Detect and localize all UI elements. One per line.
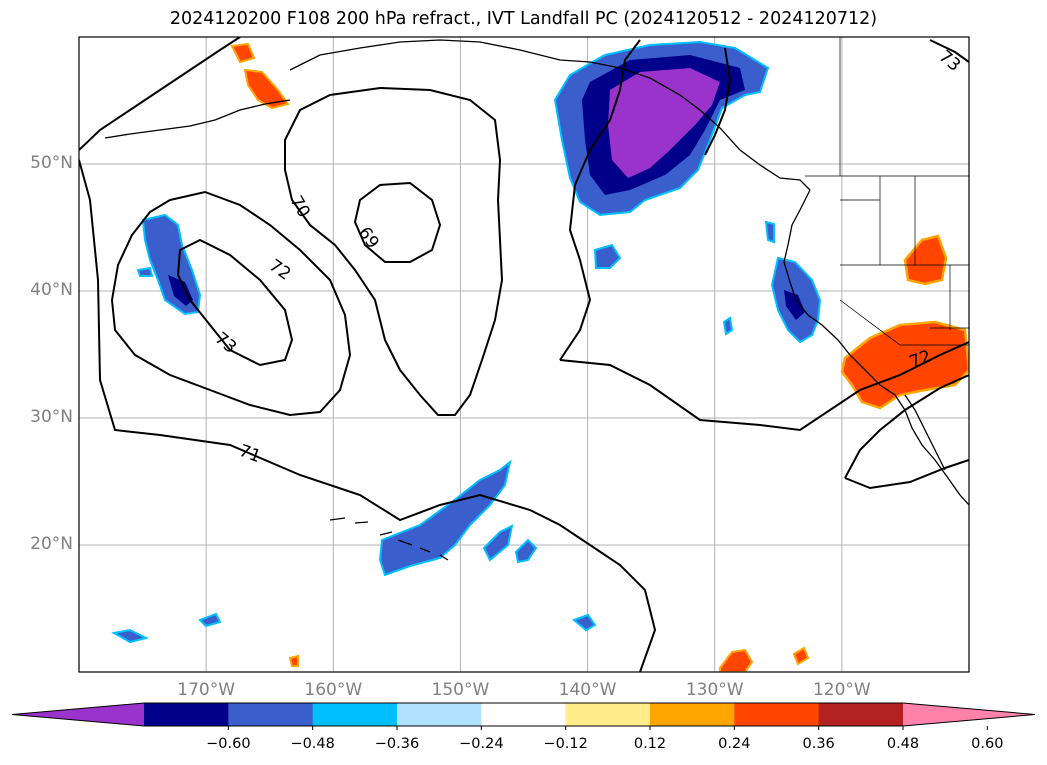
coast-alaska	[289, 39, 811, 191]
lon-tick-0: 170°W	[177, 680, 236, 700]
fill-bc-core	[608, 68, 720, 178]
fill-small-3	[593, 243, 622, 269]
fill-small-8	[722, 316, 734, 336]
fill-small-2	[514, 538, 538, 564]
colorbar	[11, 702, 1036, 730]
lat-tick-2: 30°N	[30, 407, 73, 427]
colorbar-tick-label-0: −0.60	[206, 736, 251, 752]
lat-tick-3: 20°N	[30, 534, 73, 554]
contour-73	[176, 238, 294, 367]
coastlines	[104, 37, 969, 561]
lon-tick-5: 120°W	[812, 680, 871, 700]
lon-tick-2: 150°W	[431, 680, 490, 700]
fill-ca-core	[784, 290, 805, 320]
contour-70	[284, 86, 504, 416]
fill-small-9	[764, 220, 775, 244]
colorbar-tick-label-6: 0.24	[718, 736, 751, 752]
fill-bottom-pos-2	[792, 646, 810, 666]
colorbar-tick-label-8: 0.48	[886, 736, 920, 752]
contour-71-right	[559, 39, 641, 361]
contour-72-left	[110, 190, 352, 417]
coast-bc	[783, 189, 969, 506]
colorbar-tick-label-3: −0.24	[459, 736, 504, 752]
colorbar-segment-1	[228, 703, 314, 726]
lat-tick-0: 50°N	[30, 153, 73, 173]
colorbar-tick-label-1: −0.48	[290, 736, 335, 752]
fill-small-5	[111, 628, 149, 644]
lon-tick-4: 130°W	[685, 680, 744, 700]
colorbar-segment-0	[144, 703, 229, 726]
fill-bottom-pos	[719, 648, 754, 672]
contour-69	[353, 181, 442, 263]
colorbar-tick-label-5: 0.12	[633, 736, 667, 752]
refract-contours	[79, 37, 969, 672]
colorbar-segment-2	[312, 703, 398, 726]
fill-small-1	[482, 524, 514, 562]
fill-small-4	[572, 613, 597, 632]
contour-bc-loop	[704, 47, 732, 156]
colorbar-segment-8	[818, 703, 904, 726]
fill-small-7	[136, 266, 154, 277]
colorbar-tick-label-9: 0.60	[971, 736, 1004, 752]
coast-islands	[329, 517, 449, 561]
fill-bottom-pos-3	[288, 654, 299, 667]
fill-alaska-pos-2	[230, 42, 256, 64]
colorbar-tick-label-4: −0.12	[543, 736, 588, 752]
contour-71-top	[79, 37, 241, 151]
contour-71-east	[559, 341, 969, 432]
coast-aleutians	[104, 99, 291, 139]
fill-wpac-core	[168, 275, 193, 306]
colorbar-segment-5	[565, 703, 651, 726]
border-states	[839, 176, 969, 346]
colorbar-segment-4	[481, 703, 567, 726]
lon-tick-1: 160°W	[304, 680, 363, 700]
colorbar-segment-3	[397, 703, 482, 726]
colorbar-tick-label-2: −0.36	[374, 736, 420, 752]
fill-alaska-pos	[243, 68, 290, 110]
contour-71	[79, 159, 657, 672]
contour-72-east	[844, 374, 969, 490]
colorbar-outline	[11, 702, 1036, 727]
colorbar-segment-6	[650, 703, 735, 726]
colorbar-extend-high	[903, 703, 1035, 726]
map-frame	[78, 36, 970, 673]
map-background	[79, 37, 969, 672]
fill-hawaii-band	[378, 459, 512, 577]
colorbar-segment-7	[734, 703, 820, 726]
map-title: 2024120200 F108 200 hPa refract., IVT La…	[169, 9, 878, 29]
colorbar-extend-low	[12, 703, 144, 726]
contour-73-east	[929, 39, 969, 63]
fill-small-6	[198, 612, 222, 628]
lon-tick-3: 140°W	[558, 680, 617, 700]
colorbar-tick-label-7: 0.36	[802, 736, 835, 752]
lat-tick-1: 40°N	[30, 280, 73, 300]
